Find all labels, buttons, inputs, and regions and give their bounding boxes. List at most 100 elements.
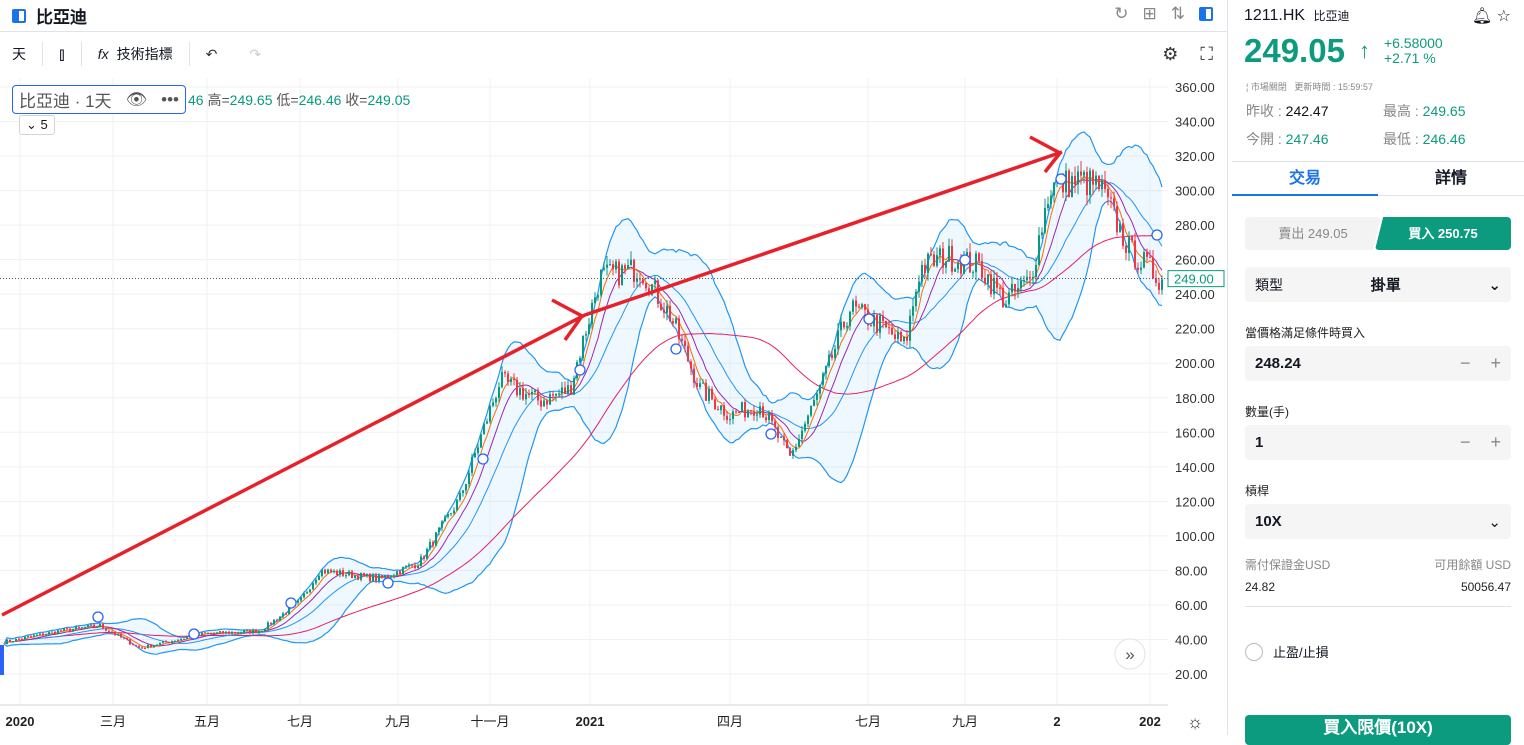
eye-icon[interactable]: 👁 (125, 89, 148, 109)
refresh-icon[interactable]: ↻ (1114, 4, 1129, 23)
price-tick: 260.00 (1175, 253, 1215, 268)
settings-icon[interactable]: ☼ (1187, 712, 1204, 732)
minus-icon[interactable]: − (1459, 432, 1471, 452)
radio-icon[interactable] (1245, 642, 1263, 661)
order-type-select[interactable]: 類型 掛單 ⌄ (1245, 267, 1511, 302)
candle-body (435, 532, 437, 546)
candle-body (939, 248, 941, 256)
plus-icon[interactable]: + (1490, 353, 1501, 373)
candle-body (717, 409, 719, 411)
time-tick: 七月 (855, 714, 881, 729)
redo-icon[interactable]: ↷ (249, 45, 262, 62)
price-tick: 120.00 (1175, 494, 1215, 509)
interval-button[interactable]: 天 (12, 46, 26, 62)
candle-body (165, 641, 167, 643)
candle-body (459, 493, 461, 500)
tab-trade[interactable]: 交易 (1232, 162, 1378, 196)
plus-icon[interactable]: + (1490, 432, 1501, 452)
candle-body (324, 569, 326, 574)
candle-body (861, 304, 863, 308)
candle-body (267, 622, 269, 630)
trend-arrow-line (1, 150, 1063, 617)
indicators-button[interactable]: fx 技術指標 (98, 42, 190, 66)
candlestick-icon[interactable]: ⫾ (59, 43, 65, 64)
candle-body (792, 450, 794, 456)
candle-body (18, 638, 20, 640)
candle-body (723, 405, 725, 416)
candle-body (300, 597, 302, 601)
layout-grid-icon[interactable]: ⊞ (1142, 4, 1157, 23)
candle-body (669, 306, 671, 321)
candle-body (564, 387, 566, 394)
candle-body (303, 593, 305, 598)
fullscreen-icon[interactable]: ⛶ (1200, 44, 1213, 64)
candle-body (558, 393, 560, 395)
candle-body (528, 394, 530, 396)
price-tick: 20.00 (1175, 667, 1208, 682)
day-low: 246.46 (1422, 131, 1466, 147)
candle-body (852, 300, 854, 312)
candle-body (1122, 223, 1124, 246)
indicators-collapse-button[interactable]: ⌄ 5 (19, 115, 55, 135)
candle-body (315, 579, 317, 584)
candle-body (756, 414, 758, 416)
candle-body (348, 571, 350, 576)
candle-body (960, 262, 962, 274)
candle-body (927, 253, 929, 273)
undo-icon[interactable]: ↶ (205, 45, 218, 62)
candle-body (396, 571, 398, 576)
candle-body (480, 434, 482, 448)
candle-body (978, 253, 980, 261)
candle-body (72, 629, 74, 632)
sidebar-toggle-icon[interactable] (1199, 7, 1213, 21)
candle-body (126, 638, 128, 640)
candle-body (1032, 276, 1034, 278)
candle-body (771, 413, 773, 422)
bell-icon[interactable]: 🔔︎ (1471, 8, 1493, 25)
candle-body (534, 390, 536, 393)
candle-body (714, 399, 716, 410)
fx-icon: fx (97, 46, 109, 62)
settings-icon[interactable]: ⚙ (1162, 44, 1179, 64)
candle-body (1074, 176, 1076, 185)
time-tick: 四月 (717, 714, 743, 729)
candle-body (828, 354, 830, 366)
more-icon[interactable]: ••• (161, 89, 180, 109)
candle-body (123, 637, 125, 639)
star-icon[interactable]: ☆ (1496, 8, 1511, 25)
leverage-select[interactable]: 10X ⌄ (1245, 504, 1511, 539)
series-title[interactable]: 比亞迪 · 1天 👁 ••• (12, 85, 187, 114)
candle-body (1149, 256, 1151, 258)
candle-body (645, 283, 647, 289)
minus-icon[interactable]: − (1459, 353, 1471, 373)
candle-body (1008, 292, 1010, 305)
candle-body (630, 259, 632, 265)
candle-body (279, 616, 281, 621)
candle-body (684, 340, 686, 347)
price-chart[interactable]: 360.00340.00320.00300.00280.00260.00240.… (0, 0, 1228, 735)
candle-body (1041, 232, 1043, 236)
price-tick: 240.00 (1175, 287, 1215, 302)
limit-price-input[interactable]: 248.24− + (1245, 346, 1511, 381)
market-status: 市場關閉 (1250, 82, 1287, 92)
quantity-input[interactable]: 1− + (1245, 425, 1511, 460)
candle-body (216, 632, 218, 634)
candle-body (555, 393, 557, 396)
sort-icon[interactable]: ⇅ (1170, 4, 1185, 23)
sell-button[interactable]: 賣出 249.05 (1245, 217, 1381, 250)
candle-body (855, 300, 857, 307)
candle-body (729, 419, 731, 421)
panel-toggle-icon[interactable] (12, 8, 26, 23)
candle-body (264, 629, 266, 632)
candle-body (345, 575, 347, 577)
candle-body (903, 336, 905, 342)
candle-body (87, 625, 89, 628)
candle-body (1014, 284, 1016, 292)
candle-body (375, 574, 377, 581)
candle-body (936, 255, 938, 266)
submit-order-button[interactable]: 買入限價(10X) (1245, 715, 1511, 745)
tab-details[interactable]: 詳情 (1378, 162, 1524, 196)
candle-body (222, 631, 224, 634)
buy-button[interactable]: 買入 250.75 (1375, 217, 1511, 250)
tpsl-toggle[interactable]: 止盈/止損 (1245, 642, 1511, 661)
